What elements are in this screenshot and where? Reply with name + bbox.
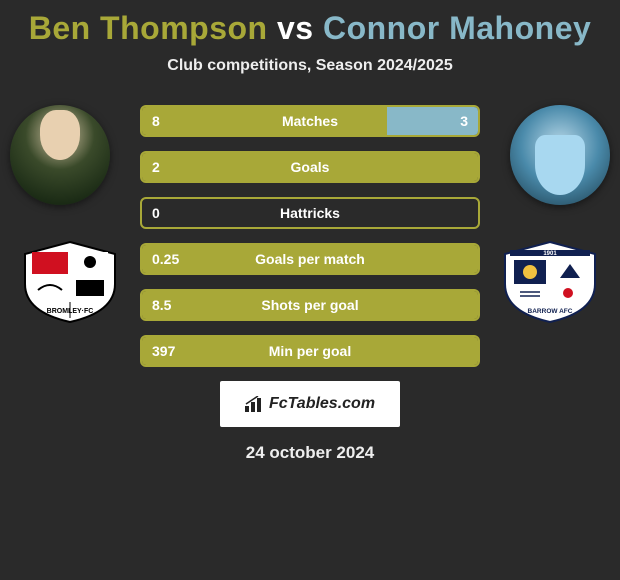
player-left-name: Ben Thompson [29, 10, 268, 46]
svg-text:BARROW AFC: BARROW AFC [528, 308, 573, 315]
subtitle: Club competitions, Season 2024/2025 [0, 57, 620, 75]
date-text: 24 october 2024 [0, 443, 620, 463]
stat-row: 2Goals [140, 151, 480, 183]
stat-left-value: 0.25 [142, 245, 478, 273]
svg-text:1901: 1901 [543, 251, 557, 257]
logo-text: FcTables.com [269, 395, 375, 413]
player-left-avatar [10, 105, 110, 205]
stat-label: Hattricks [142, 199, 478, 227]
stat-right-value: 3 [387, 107, 478, 135]
chart-icon [245, 396, 265, 412]
fctables-logo: FcTables.com [220, 381, 400, 427]
stat-row: 8.5Shots per goal [140, 289, 480, 321]
club-crest-left: BROMLEY·FC [20, 240, 120, 324]
stat-row: 83Matches [140, 105, 480, 137]
stat-row: 0.25Goals per match [140, 243, 480, 275]
stat-row: 0Hattricks [140, 197, 480, 229]
stat-left-value: 8 [142, 107, 387, 135]
player-right-avatar [510, 105, 610, 205]
svg-text:BROMLEY·FC: BROMLEY·FC [47, 308, 94, 315]
stat-left-value: 0 [142, 199, 160, 227]
vs-text: vs [277, 10, 314, 46]
player-right-name: Connor Mahoney [323, 10, 591, 46]
stats-bars: 83Matches 2Goals 0Hattricks 0.25Goals per m… [140, 105, 480, 367]
stat-row: 397Min per goal [140, 335, 480, 367]
stat-left-value: 397 [142, 337, 478, 365]
stat-left-value: 8.5 [142, 291, 478, 319]
page-title: Ben Thompson vs Connor Mahoney [0, 0, 620, 47]
club-crest-right: 1901 BARROW AFC [500, 240, 600, 324]
stat-left-value: 2 [142, 153, 478, 181]
